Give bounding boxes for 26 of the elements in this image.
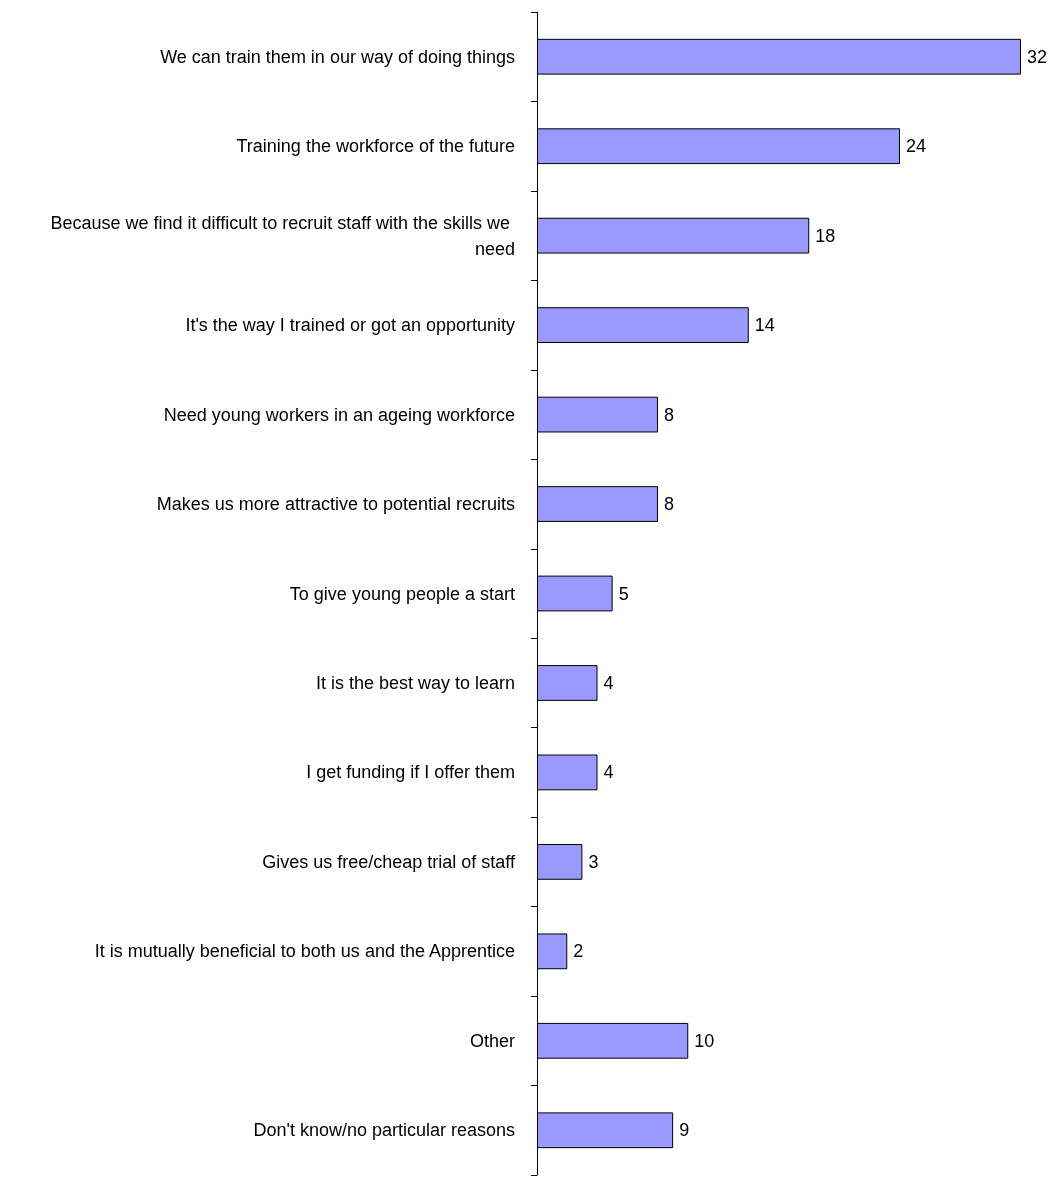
y-tick-label: Training the workforce of the future	[236, 136, 515, 157]
data-label: 4	[603, 762, 614, 783]
y-tick-label: Other	[469, 1030, 515, 1051]
y-tick-label: We can train them in our way of doing things	[160, 46, 515, 67]
data-label: 10	[694, 1030, 715, 1051]
y-tick-label: I get funding if I offer them	[306, 762, 515, 783]
data-label: 3	[588, 851, 599, 872]
data-label: 14	[754, 315, 775, 336]
y-tick-label: It is the best way to learn	[315, 672, 515, 693]
data-label: 9	[679, 1120, 690, 1141]
data-label: 8	[664, 404, 675, 425]
y-tick-label: Need young workers in an ageing workforce	[163, 404, 515, 425]
data-label: 4	[603, 672, 614, 693]
y-tick-label: To give young people a start	[289, 583, 515, 604]
y-tick-label: Because we find it difficult to recruit staff with the skills we need	[50, 212, 515, 259]
y-tick-label: It is mutually beneficial to both us and the Apprentice	[94, 941, 515, 962]
data-label: 18	[815, 225, 836, 246]
data-label: 8	[664, 494, 675, 515]
data-label: 2	[573, 941, 584, 962]
data-label: 24	[906, 136, 927, 157]
y-tick-label: Don't know/no particular reasons	[253, 1120, 515, 1141]
y-tick-label: It's the way I trained or got an opportunity	[185, 315, 515, 336]
y-tick-label: Makes us more attractive to potential recruits	[156, 494, 515, 515]
data-label: 32	[1027, 46, 1048, 67]
data-label: 5	[618, 583, 629, 604]
y-tick-label: Gives us free/cheap trial of staff	[262, 851, 516, 872]
